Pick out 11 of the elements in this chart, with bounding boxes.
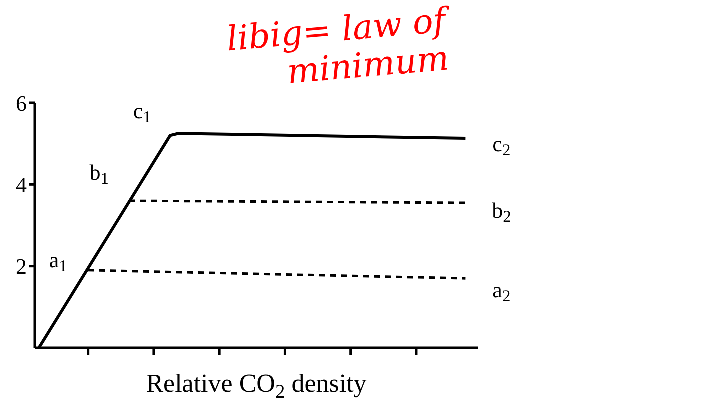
annotation: a$_{1}$ — [49, 247, 68, 276]
text: c$_{2}$ — [492, 132, 511, 160]
text: a$_{2}$ — [492, 278, 511, 306]
annotation: c$_{1}$ — [133, 98, 152, 127]
y-tick-label: 6 — [16, 90, 27, 116]
x-axis-title: Relative CO$_{2}$ density — [146, 369, 367, 403]
annotation: b$_{1}$ — [90, 160, 109, 188]
text: b$_{2}$ — [492, 198, 512, 226]
y-tick-label: 4 — [16, 172, 27, 198]
text: libig= law of minimum — [225, 0, 451, 93]
y-tick-label: 2 — [16, 254, 27, 280]
